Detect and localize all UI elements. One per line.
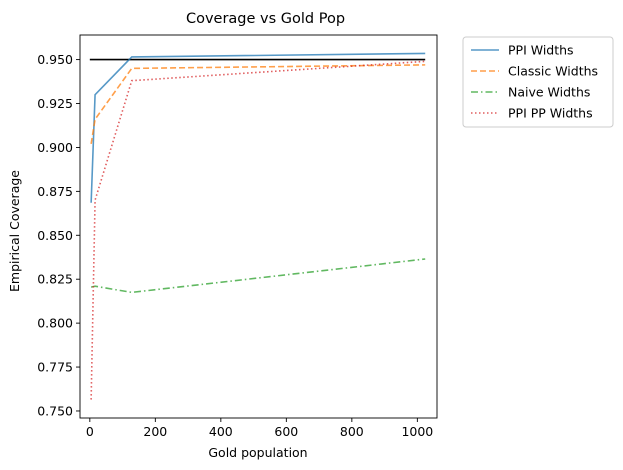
x-tick-label: 0 <box>86 424 94 439</box>
y-tick-label: 0.950 <box>37 52 73 67</box>
x-axis: 0 200 400 600 800 1000 <box>86 418 433 439</box>
y-tick-label: 0.850 <box>37 228 73 243</box>
legend-label-1: PPI Widths <box>508 43 574 58</box>
x-tick-label: 200 <box>143 424 167 439</box>
series-line-2 <box>90 64 426 145</box>
x-tick-label: 400 <box>209 424 233 439</box>
x-axis-label: Gold population <box>208 445 307 460</box>
y-tick-label: 0.750 <box>37 403 73 418</box>
series-line-3 <box>90 258 426 294</box>
legend-label-2: Classic Widths <box>508 64 598 79</box>
chart-title: Coverage vs Gold Pop <box>186 11 345 27</box>
y-axis-label: Empirical Coverage <box>7 170 22 292</box>
legend-box <box>462 36 614 128</box>
series-line-4 <box>90 60 426 400</box>
x-tick-label: 1000 <box>401 424 433 439</box>
y-axis: 0.750 0.775 0.800 0.825 0.850 0.875 0.900 0.925… <box>37 52 80 418</box>
y-tick-label: 0.875 <box>37 184 73 199</box>
y-tick-label: 0.775 <box>37 360 73 375</box>
x-tick-label: 600 <box>274 424 298 439</box>
x-tick-label: 800 <box>340 424 364 439</box>
y-tick-label: 0.825 <box>37 272 73 287</box>
legend-label-3: Naive Widths <box>508 85 590 100</box>
plot-area <box>79 34 438 419</box>
legend: PPI Widths Classic Widths Naive Widths PPI … <box>462 36 614 128</box>
legend-label-4: PPI PP Widths <box>508 106 593 121</box>
y-tick-label: 0.925 <box>37 96 73 111</box>
axes-frame <box>79 34 438 419</box>
y-tick-label: 0.900 <box>37 140 73 155</box>
series-line-1 <box>90 52 426 203</box>
y-tick-label: 0.800 <box>37 316 73 331</box>
